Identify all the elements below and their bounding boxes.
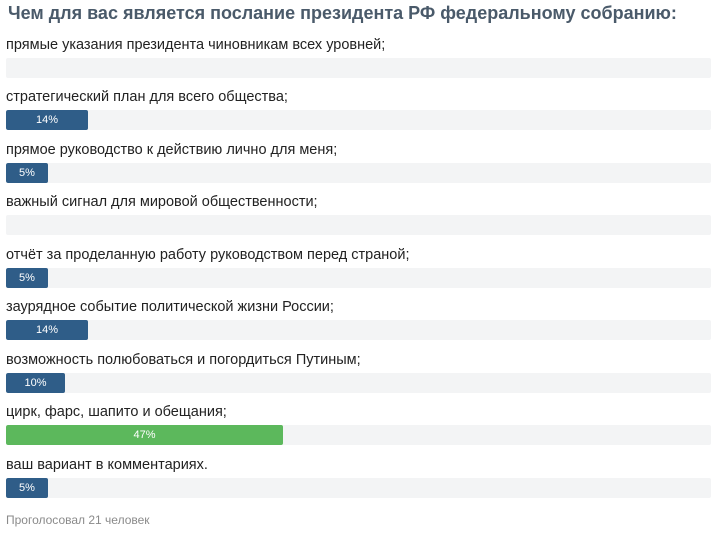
poll-option-8[interactable]: цирк, фарс, шапито и обещания; 47%: [6, 403, 711, 455]
poll-option-label: стратегический план для всего общества;: [6, 89, 288, 105]
poll-option-label: заурядное событие политической жизни Рос…: [6, 299, 334, 315]
poll-bar-track: [6, 215, 711, 235]
poll-bar-track: 14%: [6, 110, 711, 130]
poll-option-9[interactable]: ваш вариант в комментариях. 5%: [6, 456, 711, 508]
poll-bar-fill: 10%: [6, 373, 65, 393]
poll-bar-fill: 5%: [6, 478, 48, 498]
poll-option-4[interactable]: важный сигнал для мировой общественности…: [6, 193, 711, 245]
poll-option-label: важный сигнал для мировой общественности…: [6, 194, 318, 210]
poll-bar-fill: 47%: [6, 425, 283, 445]
poll-bar-fill: 5%: [6, 268, 48, 288]
poll-bar-track: [6, 58, 711, 78]
poll-bar-percent: 5%: [19, 167, 35, 179]
poll-option-label: цирк, фарс, шапито и обещания;: [6, 404, 227, 420]
poll-bar-percent: 14%: [35, 114, 59, 126]
poll-option-5[interactable]: отчёт за проделанную работу руководством…: [6, 246, 711, 298]
poll-bar-fill: 14%: [6, 110, 88, 130]
poll-bar-fill: 5%: [6, 163, 48, 183]
poll-bar-percent: 5%: [19, 482, 35, 494]
poll-option-label: возможность полюбоваться и погордиться П…: [6, 352, 361, 368]
poll-title: Чем для вас является послание президента…: [8, 3, 677, 23]
poll-option-label: отчёт за проделанную работу руководством…: [6, 247, 410, 263]
poll-bar-percent: 47%: [133, 429, 156, 441]
poll-option-7[interactable]: возможность полюбоваться и погордиться П…: [6, 351, 711, 403]
poll-bar-track: 5%: [6, 163, 711, 183]
poll-vote-count: Проголосовал 21 человек: [6, 513, 150, 527]
poll-option-3[interactable]: прямое руководство к действию лично для …: [6, 141, 711, 193]
poll-option-2[interactable]: стратегический план для всего общества; …: [6, 88, 711, 140]
poll-option-label: ваш вариант в комментариях.: [6, 457, 208, 473]
poll-bar-fill: 14%: [6, 320, 88, 340]
poll-bar-track: 14%: [6, 320, 711, 340]
poll-option-6[interactable]: заурядное событие политической жизни Рос…: [6, 298, 711, 350]
poll-bar-track: 10%: [6, 373, 711, 393]
poll-bar-track: 5%: [6, 478, 711, 498]
poll-bar-percent: 10%: [24, 377, 47, 389]
poll-bar-percent: 5%: [19, 272, 35, 284]
poll-option-label: прямые указания президента чиновникам вс…: [6, 37, 386, 53]
poll-bar-percent: 14%: [35, 324, 59, 336]
poll-bar-track: 47%: [6, 425, 711, 445]
poll-option-label: прямое руководство к действию лично для …: [6, 142, 338, 158]
poll-bar-track: 5%: [6, 268, 711, 288]
poll-option-1[interactable]: прямые указания президента чиновникам вс…: [6, 36, 711, 88]
